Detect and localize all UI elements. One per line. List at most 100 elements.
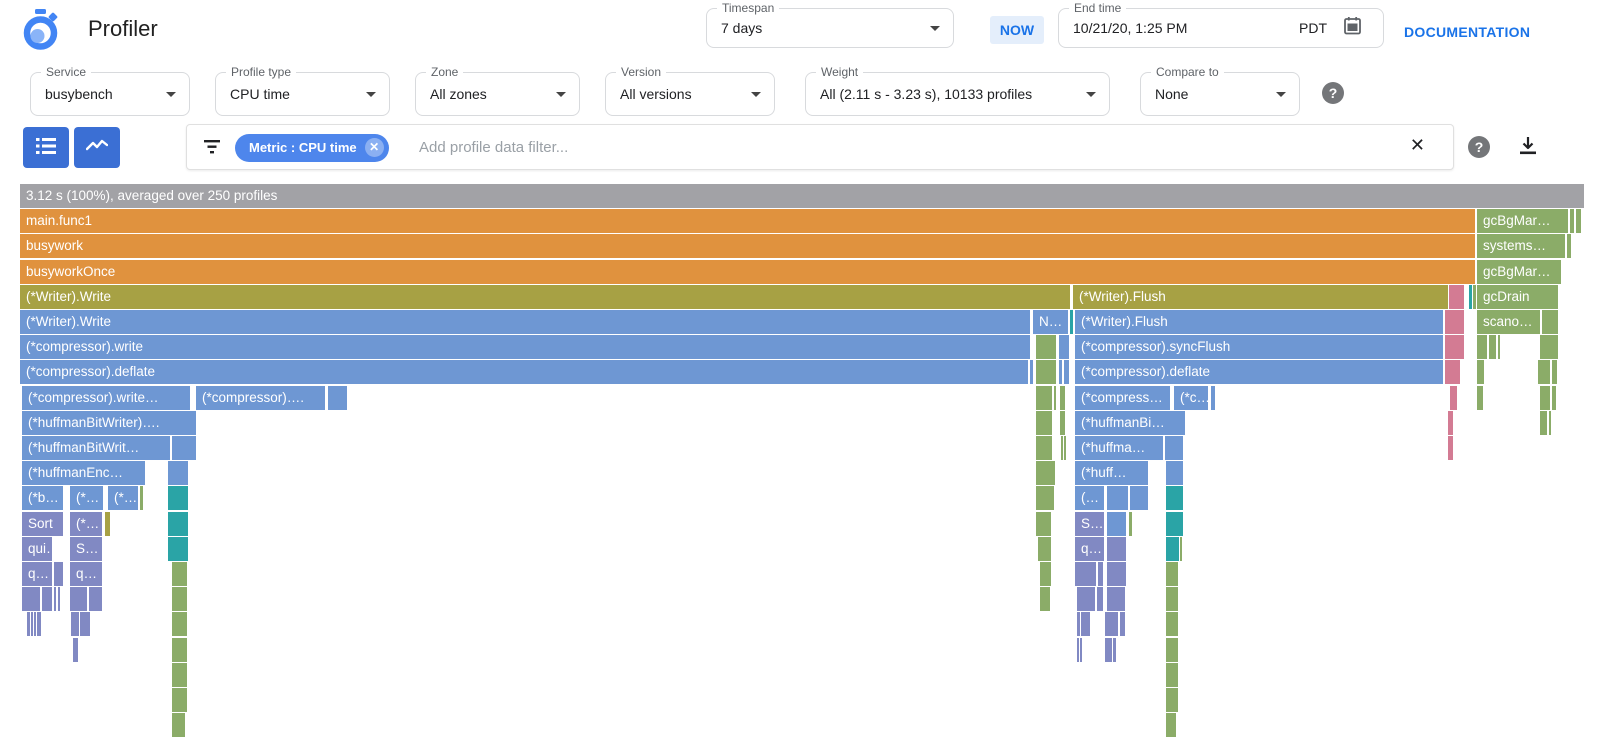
flame-bar[interactable] xyxy=(1107,587,1125,611)
flame-bar[interactable] xyxy=(1036,436,1052,460)
flame-bar[interactable] xyxy=(1180,537,1182,561)
flame-bar[interactable] xyxy=(1477,386,1483,410)
flame-bar[interactable] xyxy=(1080,638,1082,662)
flame-bar[interactable]: scano… xyxy=(1477,310,1540,334)
flame-bar[interactable] xyxy=(1060,411,1065,435)
flame-bar[interactable] xyxy=(1552,386,1556,410)
flame-bar[interactable] xyxy=(1105,638,1112,662)
flame-bar[interactable]: q… xyxy=(1075,537,1104,561)
flame-bar[interactable] xyxy=(1477,360,1484,384)
flame-bar[interactable] xyxy=(1166,688,1178,712)
end-time-field[interactable]: End time 10/21/20, 1:25 PM PDT xyxy=(1058,1,1384,48)
flame-bar[interactable]: (*huffmanBi… xyxy=(1075,411,1185,435)
flame-bar[interactable] xyxy=(1064,360,1069,384)
flame-bar[interactable] xyxy=(1540,411,1547,435)
flame-bar[interactable] xyxy=(1445,310,1464,334)
flame-bar[interactable] xyxy=(1130,486,1148,510)
flame-bar[interactable] xyxy=(168,461,188,485)
version-select[interactable]: Version All versions xyxy=(605,65,775,116)
flame-bar[interactable] xyxy=(1097,587,1103,611)
flame-bar[interactable] xyxy=(42,587,52,611)
flame-bar[interactable] xyxy=(1473,285,1476,309)
flame-bar[interactable] xyxy=(1498,335,1500,359)
help-icon[interactable]: ? xyxy=(1322,82,1344,104)
flame-bar[interactable]: busywork xyxy=(20,234,1475,258)
flame-bar[interactable] xyxy=(1054,386,1056,410)
flame-bar[interactable]: q… xyxy=(70,562,102,586)
flame-bar[interactable] xyxy=(1030,360,1033,384)
flame-bar[interactable] xyxy=(58,587,60,611)
flame-bar[interactable] xyxy=(1040,587,1050,611)
flame-bar[interactable]: (*compressor).write… xyxy=(22,386,190,410)
flame-bar[interactable] xyxy=(172,713,185,737)
flame-bar[interactable] xyxy=(1060,386,1065,410)
flame-bar[interactable] xyxy=(172,663,187,687)
flame-bar[interactable]: S… xyxy=(70,537,102,561)
flame-bar[interactable] xyxy=(1166,638,1178,662)
flame-bar[interactable] xyxy=(1449,285,1464,309)
flame-bar[interactable] xyxy=(1166,461,1183,485)
flame-bar[interactable]: N… xyxy=(1033,310,1068,334)
flame-bar[interactable] xyxy=(1450,386,1457,410)
flame-bar[interactable] xyxy=(1113,638,1116,662)
flame-bar[interactable] xyxy=(140,486,143,510)
flame-bar[interactable] xyxy=(1038,537,1051,561)
flame-bar[interactable] xyxy=(34,612,36,636)
calendar-icon[interactable] xyxy=(1344,17,1361,40)
flame-bar[interactable] xyxy=(1166,537,1179,561)
flame-bar[interactable] xyxy=(1107,562,1126,586)
flame-bar[interactable]: gcDrain xyxy=(1477,285,1558,309)
flame-bar[interactable] xyxy=(1107,486,1128,510)
flame-bar[interactable] xyxy=(1036,461,1055,485)
download-button[interactable] xyxy=(1518,136,1538,159)
flame-bar[interactable] xyxy=(1036,512,1051,536)
flame-bar[interactable] xyxy=(172,562,187,586)
flame-bar[interactable]: (… xyxy=(1075,486,1104,510)
flame-bar[interactable] xyxy=(1105,612,1118,636)
flame-bar[interactable] xyxy=(1077,587,1095,611)
flame-bar[interactable] xyxy=(1081,612,1090,636)
flame-bar[interactable]: (*compressor).syncFlush xyxy=(1075,335,1443,359)
flame-bar[interactable] xyxy=(1129,512,1132,536)
flame-bar[interactable] xyxy=(1036,360,1056,384)
flame-bar[interactable] xyxy=(1570,209,1574,233)
filter-input[interactable] xyxy=(419,133,1319,161)
flame-bar[interactable] xyxy=(37,612,41,636)
flame-bar[interactable] xyxy=(1077,638,1079,662)
flame-bar[interactable] xyxy=(54,587,56,611)
flame-bar[interactable] xyxy=(1077,612,1080,636)
flame-bar[interactable]: (*Writer).Flush xyxy=(1075,310,1443,334)
flame-bar[interactable]: qui… xyxy=(22,537,52,561)
flame-bar[interactable]: (*huffmanBitWrit… xyxy=(22,436,170,460)
flame-bar[interactable]: (*huffmanEnc… xyxy=(22,461,145,485)
flame-bar[interactable] xyxy=(105,512,110,536)
flame-bar[interactable] xyxy=(54,562,63,586)
flame-bar[interactable] xyxy=(1445,360,1460,384)
flame-bar[interactable] xyxy=(70,587,87,611)
flame-bar[interactable]: (*compressor).deflate xyxy=(1075,360,1443,384)
flame-bar[interactable]: (*compressor).write xyxy=(20,335,1030,359)
flame-bar[interactable] xyxy=(1549,411,1551,435)
flame-bar[interactable] xyxy=(1036,335,1056,359)
flame-bar[interactable]: (*Writer).Write xyxy=(20,310,1030,334)
flame-bar[interactable]: gcBgMar… xyxy=(1477,260,1561,284)
flame-bar[interactable] xyxy=(1075,562,1096,586)
flame-bar[interactable] xyxy=(71,612,79,636)
flame-bar[interactable] xyxy=(1166,587,1178,611)
flame-bar[interactable]: (*… xyxy=(70,486,103,510)
flame-bar[interactable] xyxy=(22,587,40,611)
metric-filter-chip[interactable]: Metric : CPU time ✕ xyxy=(235,134,389,162)
flame-bar[interactable] xyxy=(168,512,188,536)
documentation-link[interactable]: DOCUMENTATION xyxy=(1404,24,1531,40)
flame-bar[interactable] xyxy=(1542,310,1558,334)
profile-type-select[interactable]: Profile type CPU time xyxy=(215,65,390,116)
help-icon[interactable]: ? xyxy=(1468,136,1490,158)
flame-bar[interactable] xyxy=(1036,411,1052,435)
flame-bar[interactable] xyxy=(1567,234,1571,258)
zone-select[interactable]: Zone All zones xyxy=(415,65,580,116)
flame-bar[interactable] xyxy=(1477,335,1487,359)
flame-bar[interactable]: (*huffma… xyxy=(1075,436,1163,460)
flame-bar[interactable] xyxy=(1576,209,1581,233)
flame-bar[interactable] xyxy=(1469,285,1472,309)
flame-bar[interactable] xyxy=(1540,335,1558,359)
